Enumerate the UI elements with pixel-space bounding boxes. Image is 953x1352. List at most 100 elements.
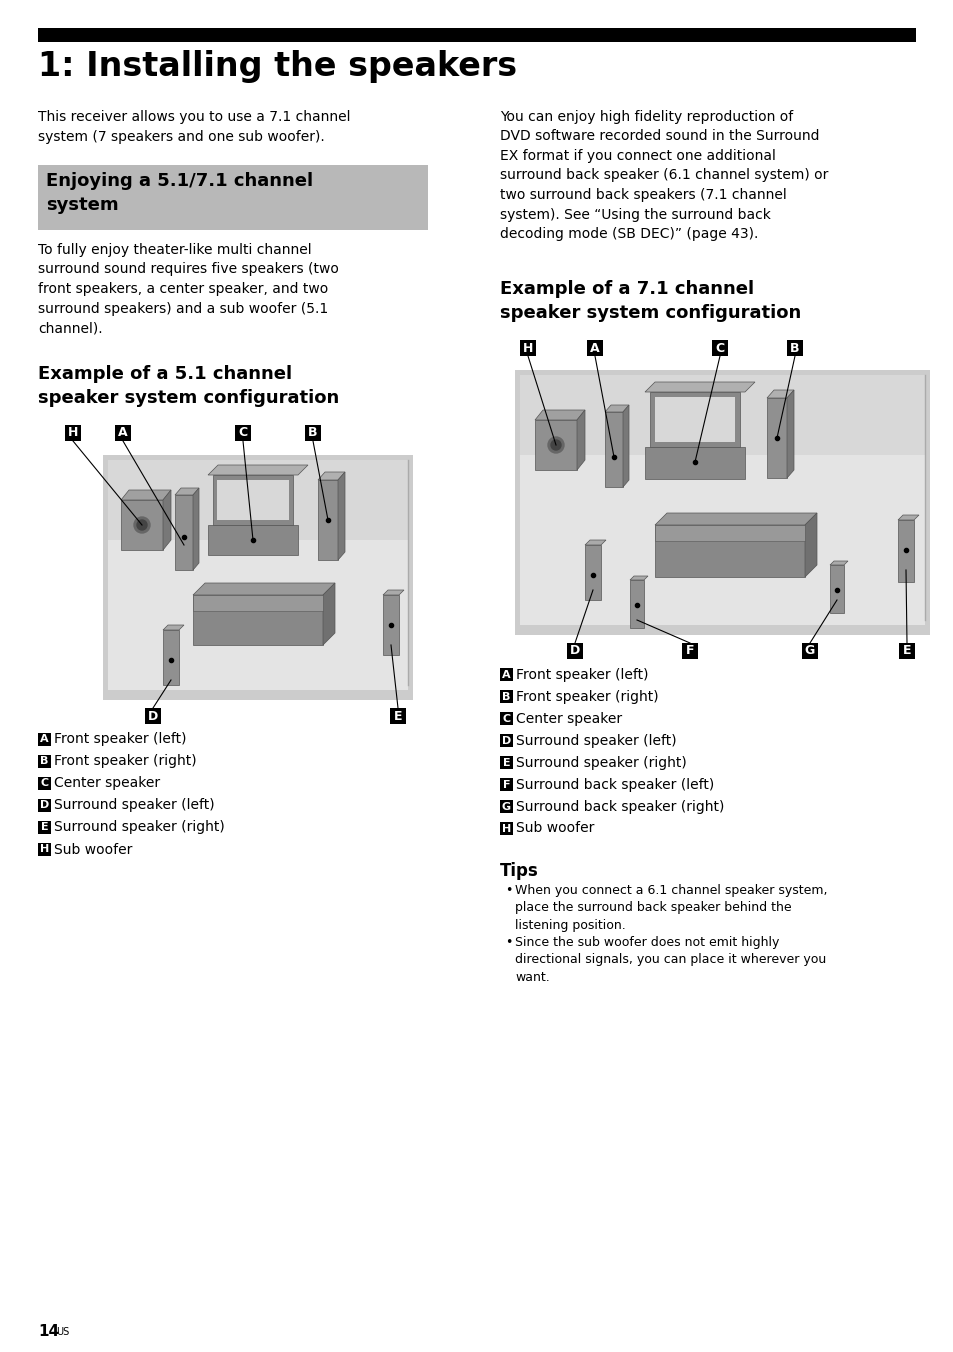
Bar	[829, 565, 843, 612]
Text: F: F	[502, 780, 510, 790]
Text: Surround speaker (left): Surround speaker (left)	[516, 734, 676, 748]
Bar	[499, 713, 513, 725]
Bar	[519, 375, 924, 456]
Bar	[711, 339, 727, 356]
Bar	[38, 754, 51, 768]
Bar	[649, 392, 740, 448]
Text: B: B	[308, 426, 317, 439]
Bar	[766, 397, 786, 479]
Text: E: E	[394, 710, 402, 722]
Bar	[897, 521, 913, 581]
Bar	[103, 456, 413, 700]
Bar	[499, 822, 513, 836]
Text: E: E	[902, 645, 910, 657]
Polygon shape	[577, 410, 584, 470]
Polygon shape	[382, 589, 403, 595]
Bar	[38, 844, 51, 856]
Bar	[655, 397, 734, 442]
Text: C: C	[238, 426, 247, 439]
Bar	[584, 545, 600, 600]
Text: D: D	[40, 800, 49, 810]
Bar	[655, 525, 804, 577]
Bar	[213, 475, 293, 525]
Polygon shape	[193, 488, 199, 571]
Polygon shape	[804, 512, 816, 577]
Bar	[121, 500, 163, 550]
Bar	[515, 370, 929, 635]
Text: E: E	[41, 822, 49, 833]
Text: B: B	[40, 757, 49, 767]
Text: A: A	[590, 342, 599, 354]
Text: Front speaker (right): Front speaker (right)	[54, 754, 196, 768]
Text: 14: 14	[38, 1324, 59, 1338]
Bar	[535, 420, 577, 470]
Text: G: G	[804, 645, 814, 657]
Polygon shape	[163, 625, 184, 630]
Bar	[604, 412, 622, 487]
Text: C: C	[715, 342, 723, 354]
Bar	[655, 525, 804, 541]
Bar	[193, 595, 323, 645]
Text: F: F	[685, 645, 694, 657]
Text: •: •	[504, 936, 512, 949]
Text: A: A	[118, 426, 128, 439]
Text: 1: Installing the speakers: 1: Installing the speakers	[38, 50, 517, 82]
Text: To fully enjoy theater-like multi channel
surround sound requires five speakers : To fully enjoy theater-like multi channe…	[38, 243, 338, 335]
Bar	[519, 375, 924, 625]
Circle shape	[547, 437, 563, 453]
Bar	[163, 630, 179, 685]
Text: B: B	[502, 691, 510, 702]
Text: Example of a 7.1 channel
speaker system configuration: Example of a 7.1 channel speaker system …	[499, 280, 801, 322]
Circle shape	[551, 439, 560, 450]
Text: This receiver allows you to use a 7.1 channel
system (7 speakers and one sub woo: This receiver allows you to use a 7.1 ch…	[38, 110, 350, 143]
Bar	[234, 425, 251, 441]
Bar	[208, 525, 297, 556]
Circle shape	[133, 516, 150, 533]
Bar	[499, 756, 513, 769]
Bar	[499, 690, 513, 703]
Polygon shape	[317, 472, 345, 480]
Polygon shape	[622, 406, 628, 487]
Bar	[193, 595, 323, 611]
Bar	[305, 425, 320, 441]
Polygon shape	[163, 489, 171, 550]
Polygon shape	[174, 488, 199, 495]
Bar	[801, 644, 817, 658]
Text: Center speaker: Center speaker	[54, 776, 160, 791]
Bar	[145, 708, 161, 725]
Polygon shape	[337, 472, 345, 560]
Text: A: A	[40, 734, 49, 745]
Text: Surround speaker (left): Surround speaker (left)	[54, 799, 214, 813]
Circle shape	[137, 521, 147, 530]
Bar	[38, 777, 51, 790]
Text: C: C	[502, 714, 510, 723]
Polygon shape	[655, 512, 816, 525]
Bar	[174, 495, 193, 571]
Text: Example of a 5.1 channel
speaker system configuration: Example of a 5.1 channel speaker system …	[38, 365, 339, 407]
Text: C: C	[40, 779, 49, 788]
Text: B: B	[789, 342, 799, 354]
Bar	[317, 480, 337, 560]
Text: Surround back speaker (left): Surround back speaker (left)	[516, 777, 714, 791]
Text: When you connect a 6.1 channel speaker system,
place the surround back speaker b: When you connect a 6.1 channel speaker s…	[515, 884, 826, 932]
Polygon shape	[897, 515, 918, 521]
Bar	[499, 800, 513, 813]
Text: •: •	[504, 884, 512, 896]
Text: Front speaker (left): Front speaker (left)	[516, 668, 648, 681]
Bar	[38, 28, 915, 42]
Text: H: H	[501, 823, 511, 833]
Polygon shape	[208, 465, 308, 475]
Polygon shape	[644, 383, 754, 392]
Polygon shape	[604, 406, 628, 412]
Text: A: A	[501, 669, 510, 680]
Text: E: E	[502, 757, 510, 768]
Bar	[499, 668, 513, 681]
Bar	[786, 339, 802, 356]
Polygon shape	[629, 576, 647, 580]
Bar	[115, 425, 131, 441]
Polygon shape	[584, 539, 605, 545]
Text: D: D	[501, 735, 511, 745]
Bar	[629, 580, 643, 627]
Bar	[38, 733, 51, 746]
Bar	[216, 480, 289, 521]
